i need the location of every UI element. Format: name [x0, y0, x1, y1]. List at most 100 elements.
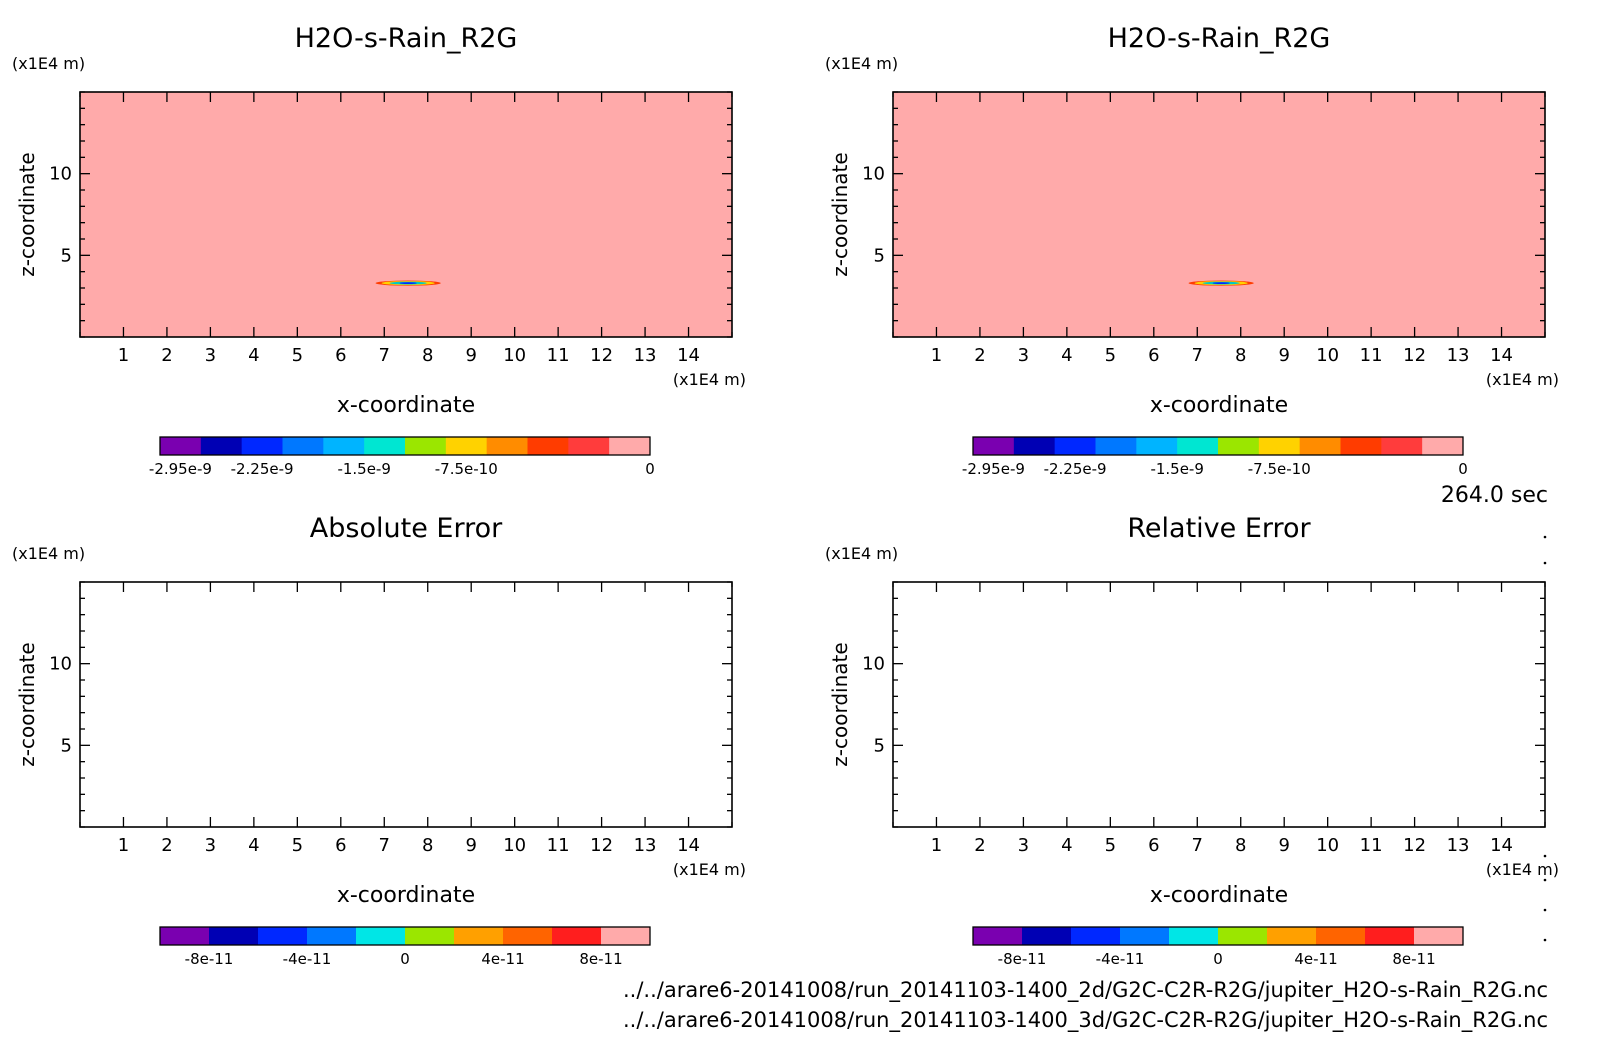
- x-tick-label: 3: [1018, 345, 1029, 366]
- colorbar-frame: [972, 926, 1464, 946]
- x-tick-label: 5: [1105, 345, 1116, 366]
- colorbar-swatch: [1218, 927, 1268, 945]
- x-tick-label: 2: [161, 345, 172, 366]
- x-tick-label: 13: [634, 835, 657, 856]
- colorbar-swatch: [1299, 437, 1341, 455]
- colorbar-swatch: [1022, 927, 1072, 945]
- colorbar-swatch: [1340, 437, 1382, 455]
- x-tick-label: 3: [205, 835, 216, 856]
- y-tick-label: 5: [874, 245, 885, 266]
- chart-title: Absolute Error: [310, 513, 503, 544]
- x-tick-label: 7: [1192, 835, 1203, 856]
- colorbar-swatch: [1414, 927, 1464, 945]
- x-tick-label: 2: [161, 835, 172, 856]
- y-tick-label: 5: [61, 735, 72, 756]
- x-tick-label: 9: [465, 835, 476, 856]
- x-axis-label: x-coordinate: [337, 883, 475, 908]
- plot-frame: [892, 581, 1546, 828]
- footer-file-1: ../../arare6-20141008/run_20141103-1400_…: [623, 978, 1548, 1003]
- x-tick-label: 1: [931, 345, 942, 366]
- colorbar-tick-label: -2.25e-9: [1044, 460, 1107, 478]
- x-tick-label: 4: [248, 345, 259, 366]
- colorbar-swatch: [568, 437, 610, 455]
- x-tick-label: 14: [1490, 345, 1513, 366]
- x-tick-label: 5: [292, 835, 303, 856]
- y-unit-label: (x1E4 m): [825, 54, 898, 73]
- plot-fill: [893, 92, 1545, 337]
- colorbar-frame: [159, 436, 651, 456]
- colorbar-tick-label: -8e-11: [998, 950, 1047, 968]
- x-unit-label: (x1E4 m): [1486, 860, 1559, 879]
- colorbar-tick-label: -2.95e-9: [962, 460, 1025, 478]
- plot-frame: [892, 91, 1546, 338]
- time-label: 264.0 sec: [1441, 483, 1548, 508]
- x-tick-label: 10: [1316, 345, 1339, 366]
- colorbar-swatch: [1095, 437, 1137, 455]
- colorbar-swatch: [1169, 927, 1219, 945]
- x-tick-label: 9: [1278, 835, 1289, 856]
- x-tick-label: 13: [1447, 345, 1470, 366]
- x-tick-label: 4: [1061, 345, 1072, 366]
- colorbar-tick-label: 0: [400, 950, 410, 968]
- colorbar-swatch: [1381, 437, 1423, 455]
- colorbar-swatch: [527, 437, 569, 455]
- colorbar-tick-label: -4e-11: [1096, 950, 1145, 968]
- colorbar-tick-label: -7.5e-10: [435, 460, 498, 478]
- y-unit-label: (x1E4 m): [12, 54, 85, 73]
- colorbar-swatch: [609, 437, 651, 455]
- y-tick-label: 10: [49, 164, 72, 185]
- colorbar-tick-label: -4e-11: [283, 950, 332, 968]
- y-tick-label: 10: [49, 654, 72, 675]
- colorbar: -8e-11 -4e-11 0 4e-11 8e-11: [159, 926, 651, 968]
- colorbar-swatch: [601, 927, 651, 945]
- colorbar-tick-label: -1.5e-9: [337, 460, 390, 478]
- x-tick-label: 10: [503, 345, 526, 366]
- rain-feature: [1188, 280, 1254, 286]
- x-tick-label: 5: [1105, 835, 1116, 856]
- x-tick-label: 14: [677, 345, 700, 366]
- x-tick-label: 12: [1403, 835, 1426, 856]
- feature-contour-core: [399, 282, 417, 284]
- x-tick-label: 6: [1148, 835, 1159, 856]
- colorbar-swatch: [209, 927, 259, 945]
- colorbar-swatch: [503, 927, 553, 945]
- x-tick-label: 11: [1360, 345, 1383, 366]
- colorbar-swatch: [405, 927, 455, 945]
- colorbar-swatch: [323, 437, 365, 455]
- x-axis-label: x-coordinate: [1150, 883, 1288, 908]
- colorbar-tick-label: -8e-11: [185, 950, 234, 968]
- colorbar-swatch: [356, 927, 406, 945]
- y-unit-label: (x1E4 m): [12, 544, 85, 563]
- x-tick-label: 8: [422, 835, 433, 856]
- y-axis-label: z-coordinate: [828, 152, 852, 276]
- x-tick-label: 1: [931, 835, 942, 856]
- colorbar-swatch: [1316, 927, 1366, 945]
- x-tick-label: 9: [1278, 345, 1289, 366]
- colorbar-frame: [972, 436, 1464, 456]
- x-unit-label: (x1E4 m): [1486, 370, 1559, 389]
- y-unit-label: (x1E4 m): [825, 544, 898, 563]
- colorbar: -2.95e-9 -2.25e-9 -1.5e-9 -7.5e-10 0: [962, 436, 1468, 478]
- colorbar-tick-label: 4e-11: [481, 950, 524, 968]
- x-tick-label: 6: [1148, 345, 1159, 366]
- x-unit-label: (x1E4 m): [673, 370, 746, 389]
- footer-file-2: ../../arare6-20141008/run_20141103-1400_…: [623, 1008, 1548, 1033]
- colorbar-swatch: [1267, 927, 1317, 945]
- chart-panel-1: H2O-s-Rain_R2G(x1E4 m)1 2 3 4 5 6 7 8 9 10 11 12 13 1…: [12, 23, 746, 478]
- plot-fill: [80, 92, 732, 337]
- colorbar-swatch: [1422, 437, 1464, 455]
- x-tick-label: 7: [379, 835, 390, 856]
- x-tick-label: 6: [335, 835, 346, 856]
- y-tick-label: 5: [61, 245, 72, 266]
- colorbar-tick-label: 8e-11: [1392, 950, 1435, 968]
- x-tick-label: 13: [634, 345, 657, 366]
- x-tick-label: 2: [974, 345, 985, 366]
- x-axis-label: x-coordinate: [1150, 393, 1288, 418]
- colorbar-frame: [159, 926, 651, 946]
- x-tick-label: 12: [590, 345, 613, 366]
- colorbar-tick-label: 0: [645, 460, 655, 478]
- x-tick-label: 8: [1235, 345, 1246, 366]
- x-unit-label: (x1E4 m): [673, 860, 746, 879]
- colorbar-tick-label: -2.25e-9: [231, 460, 294, 478]
- x-tick-label: 4: [248, 835, 259, 856]
